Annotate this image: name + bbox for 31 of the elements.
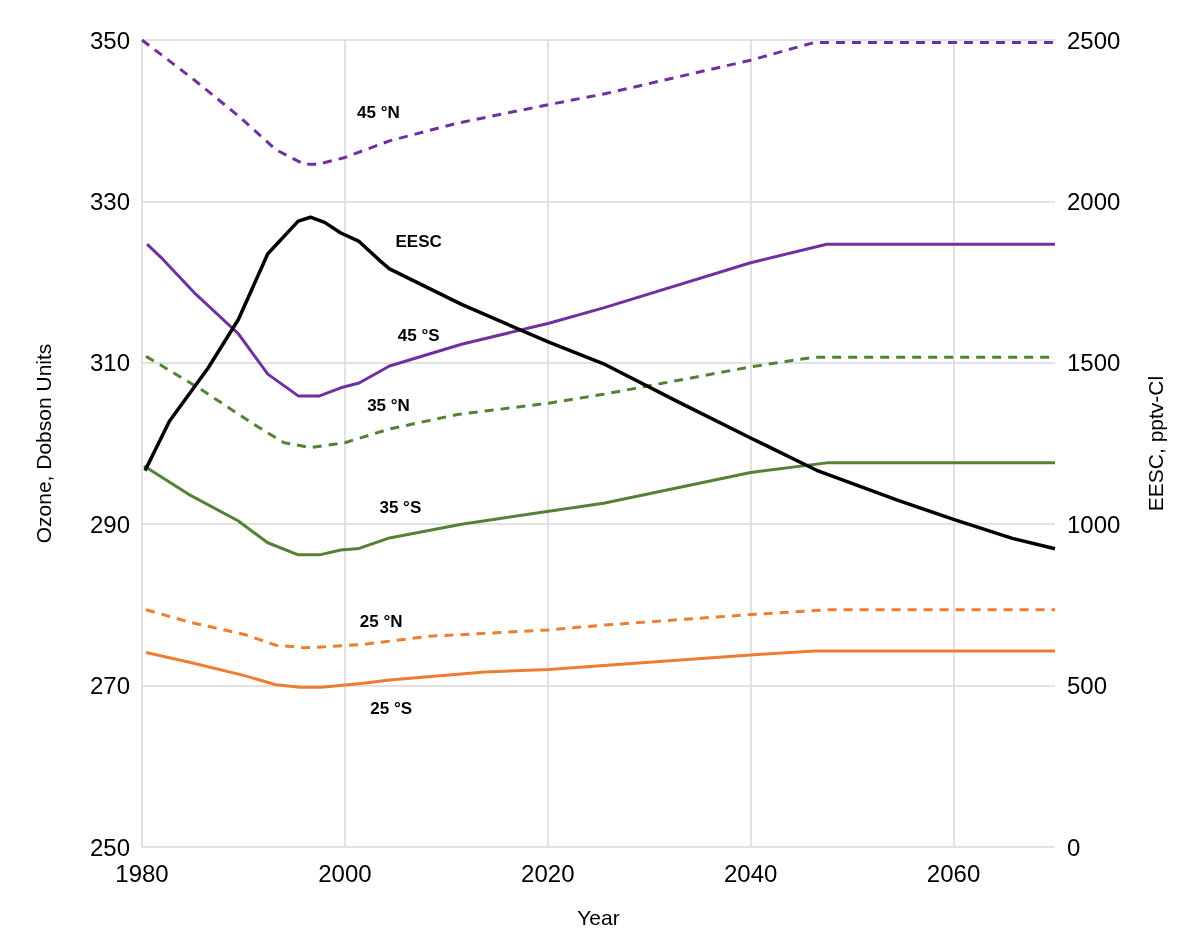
y2-tick-label: 2000	[1067, 187, 1121, 215]
x-tick-label: 1980	[115, 859, 169, 887]
y2-axis-title: EESC, pptv-Cl	[1144, 375, 1167, 512]
y-tick-label: 270	[89, 672, 130, 700]
y-axis-title: Ozone, Dobson Units	[32, 343, 55, 544]
line-series	[142, 461, 1057, 557]
x-axis-title: Year	[577, 906, 620, 929]
x-tick-label: 2000	[318, 859, 372, 887]
y-tick-label: 350	[89, 26, 130, 54]
y2-tick-label: 1000	[1067, 510, 1121, 538]
y2-tick-label: 0	[1067, 833, 1081, 861]
line-series	[144, 649, 1057, 689]
series-label: 35 °N	[367, 395, 410, 415]
y2-tick-label: 500	[1067, 672, 1108, 700]
y2-tick-label: 1500	[1067, 349, 1121, 377]
x-tick-label: 2040	[723, 859, 778, 887]
series-label: 45 °S	[397, 325, 440, 345]
x-tick-label: 2020	[521, 859, 575, 887]
y2-tick-label: 2500	[1067, 26, 1121, 54]
y-tick-label: 330	[89, 187, 130, 215]
y-tick-label: 310	[89, 349, 130, 377]
series-label: 35 °S	[379, 498, 422, 518]
x-tick-label: 2060	[926, 859, 981, 887]
series-label: 25 °S	[370, 699, 413, 719]
line-series	[144, 608, 1057, 650]
line-series	[143, 215, 1057, 551]
y-tick-label: 290	[89, 510, 130, 538]
series-label: EESC	[395, 231, 442, 251]
series-label: 25 °N	[359, 611, 403, 631]
series-label: 45 °N	[357, 103, 400, 123]
y-tick-label: 250	[89, 833, 130, 861]
